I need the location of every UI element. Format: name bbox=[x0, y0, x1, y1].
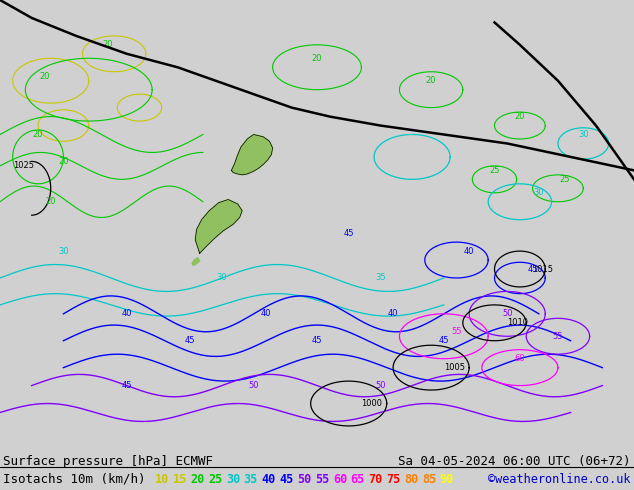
Text: 45: 45 bbox=[344, 229, 354, 238]
Text: 1005: 1005 bbox=[444, 363, 465, 372]
Text: 15: 15 bbox=[172, 473, 186, 486]
Text: 20: 20 bbox=[39, 72, 49, 81]
Text: 40: 40 bbox=[262, 473, 276, 486]
Polygon shape bbox=[195, 199, 242, 253]
Text: 35: 35 bbox=[243, 473, 258, 486]
Text: 1015: 1015 bbox=[533, 265, 553, 273]
Text: 40: 40 bbox=[122, 309, 132, 318]
Text: 1010: 1010 bbox=[507, 318, 528, 327]
Text: 30: 30 bbox=[578, 130, 588, 139]
Polygon shape bbox=[192, 258, 200, 266]
Text: 35: 35 bbox=[375, 273, 385, 282]
Text: 30: 30 bbox=[58, 246, 68, 256]
Text: 40: 40 bbox=[261, 309, 271, 318]
Text: 50: 50 bbox=[375, 381, 385, 390]
Text: 70: 70 bbox=[368, 473, 383, 486]
Text: 25: 25 bbox=[559, 175, 569, 184]
Text: 90: 90 bbox=[440, 473, 454, 486]
Text: 55: 55 bbox=[315, 473, 329, 486]
Text: 40: 40 bbox=[464, 246, 474, 256]
Text: 20: 20 bbox=[190, 473, 204, 486]
Text: 20: 20 bbox=[33, 130, 43, 139]
Text: 50: 50 bbox=[249, 381, 259, 390]
Text: 20: 20 bbox=[58, 157, 68, 166]
Text: ©weatheronline.co.uk: ©weatheronline.co.uk bbox=[488, 473, 631, 486]
Text: 25: 25 bbox=[489, 166, 500, 175]
Text: 20: 20 bbox=[103, 40, 113, 49]
Text: 85: 85 bbox=[422, 473, 436, 486]
Text: 75: 75 bbox=[386, 473, 401, 486]
Text: 50: 50 bbox=[502, 309, 512, 318]
Text: 30: 30 bbox=[217, 273, 227, 282]
Polygon shape bbox=[231, 135, 273, 175]
Text: 45: 45 bbox=[312, 336, 322, 345]
Text: 45: 45 bbox=[439, 336, 449, 345]
Text: 45: 45 bbox=[280, 473, 294, 486]
Text: 60: 60 bbox=[333, 473, 347, 486]
Text: Surface pressure [hPa] ECMWF: Surface pressure [hPa] ECMWF bbox=[3, 455, 213, 467]
Text: 50: 50 bbox=[297, 473, 311, 486]
Text: 55: 55 bbox=[451, 327, 462, 336]
Text: 45: 45 bbox=[185, 336, 195, 345]
Text: 45: 45 bbox=[527, 265, 538, 273]
Text: 55: 55 bbox=[553, 332, 563, 341]
Text: 20: 20 bbox=[426, 76, 436, 85]
Text: Sa 04-05-2024 06:00 UTC (06+72): Sa 04-05-2024 06:00 UTC (06+72) bbox=[398, 455, 631, 467]
Text: 20: 20 bbox=[46, 197, 56, 206]
Text: 30: 30 bbox=[534, 188, 544, 197]
Text: 10: 10 bbox=[155, 473, 169, 486]
Text: 20: 20 bbox=[515, 112, 525, 121]
Text: 25: 25 bbox=[208, 473, 223, 486]
Text: Isotachs 10m (km/h): Isotachs 10m (km/h) bbox=[3, 473, 146, 486]
Text: 40: 40 bbox=[388, 309, 398, 318]
Text: 1000: 1000 bbox=[361, 399, 382, 408]
Text: 30: 30 bbox=[226, 473, 240, 486]
Text: 1025: 1025 bbox=[13, 161, 34, 171]
Text: 60: 60 bbox=[515, 354, 525, 363]
Text: 65: 65 bbox=[351, 473, 365, 486]
Text: 20: 20 bbox=[312, 54, 322, 63]
Text: 45: 45 bbox=[122, 381, 132, 390]
Text: 80: 80 bbox=[404, 473, 418, 486]
